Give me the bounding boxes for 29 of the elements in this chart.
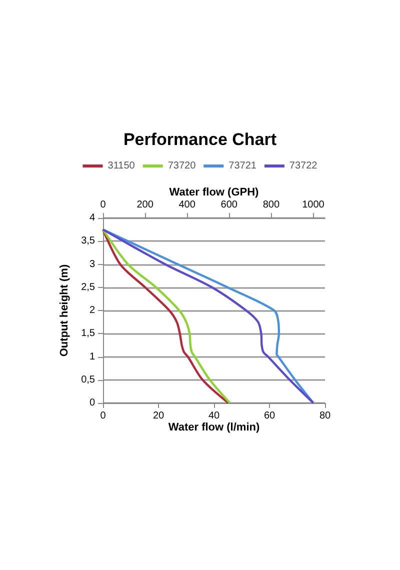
y-tick-label: 0,5	[81, 374, 96, 386]
y-tick-label: 2	[89, 305, 96, 316]
x2-axis-title: Water flow (GPH)	[169, 186, 260, 198]
line-series	[102, 228, 314, 404]
x-axis-title: Water flow (l/min)	[168, 421, 260, 434]
x2-tick-label: 400	[178, 200, 196, 210]
y-axis-title: Output height (m)	[58, 264, 71, 357]
y-tick-label: 2,5	[81, 282, 96, 293]
y-tick-label: 1,5	[81, 328, 96, 340]
x2-tick-label: 600	[220, 200, 238, 210]
y-tick-label: 3	[89, 258, 96, 270]
legend-label: 31150	[108, 160, 136, 172]
y-tick-label: 4	[89, 212, 96, 224]
chart-title: Performance Chart	[123, 130, 277, 149]
x-tick-label: 60	[264, 410, 276, 422]
x-tick-label: 80	[319, 410, 331, 422]
x2-tick-label: 1000	[302, 200, 325, 210]
x2-tick-label: 0	[100, 200, 106, 210]
x2-tick-label: 200	[136, 200, 154, 210]
legend-label: 73722	[289, 160, 318, 172]
x-tick-label: 20	[152, 410, 164, 422]
y-tick-label: 3,5	[81, 236, 96, 247]
x2-tick-label: 800	[262, 200, 280, 210]
legend-label: 73721	[228, 160, 257, 172]
x-tick-label: 40	[208, 410, 220, 422]
y-tick-label: 1	[89, 351, 96, 362]
legend-label: 73720	[168, 160, 196, 172]
y-tick-label: 0	[89, 398, 96, 408]
x-tick-label: 0	[100, 410, 106, 422]
